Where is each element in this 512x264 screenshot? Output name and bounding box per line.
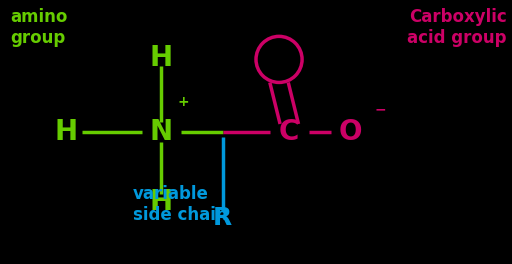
Text: N: N (150, 118, 173, 146)
Text: −: − (374, 102, 386, 117)
Text: H: H (55, 118, 78, 146)
Text: Carboxylic
acid group: Carboxylic acid group (408, 8, 507, 47)
Text: amino
group: amino group (10, 8, 68, 47)
Text: H: H (150, 188, 173, 216)
Text: +: + (178, 95, 189, 109)
Text: H: H (150, 44, 173, 72)
Text: C: C (279, 118, 300, 146)
Text: R: R (213, 206, 232, 230)
Text: O: O (339, 118, 362, 146)
Text: variable
side chain: variable side chain (133, 185, 228, 224)
